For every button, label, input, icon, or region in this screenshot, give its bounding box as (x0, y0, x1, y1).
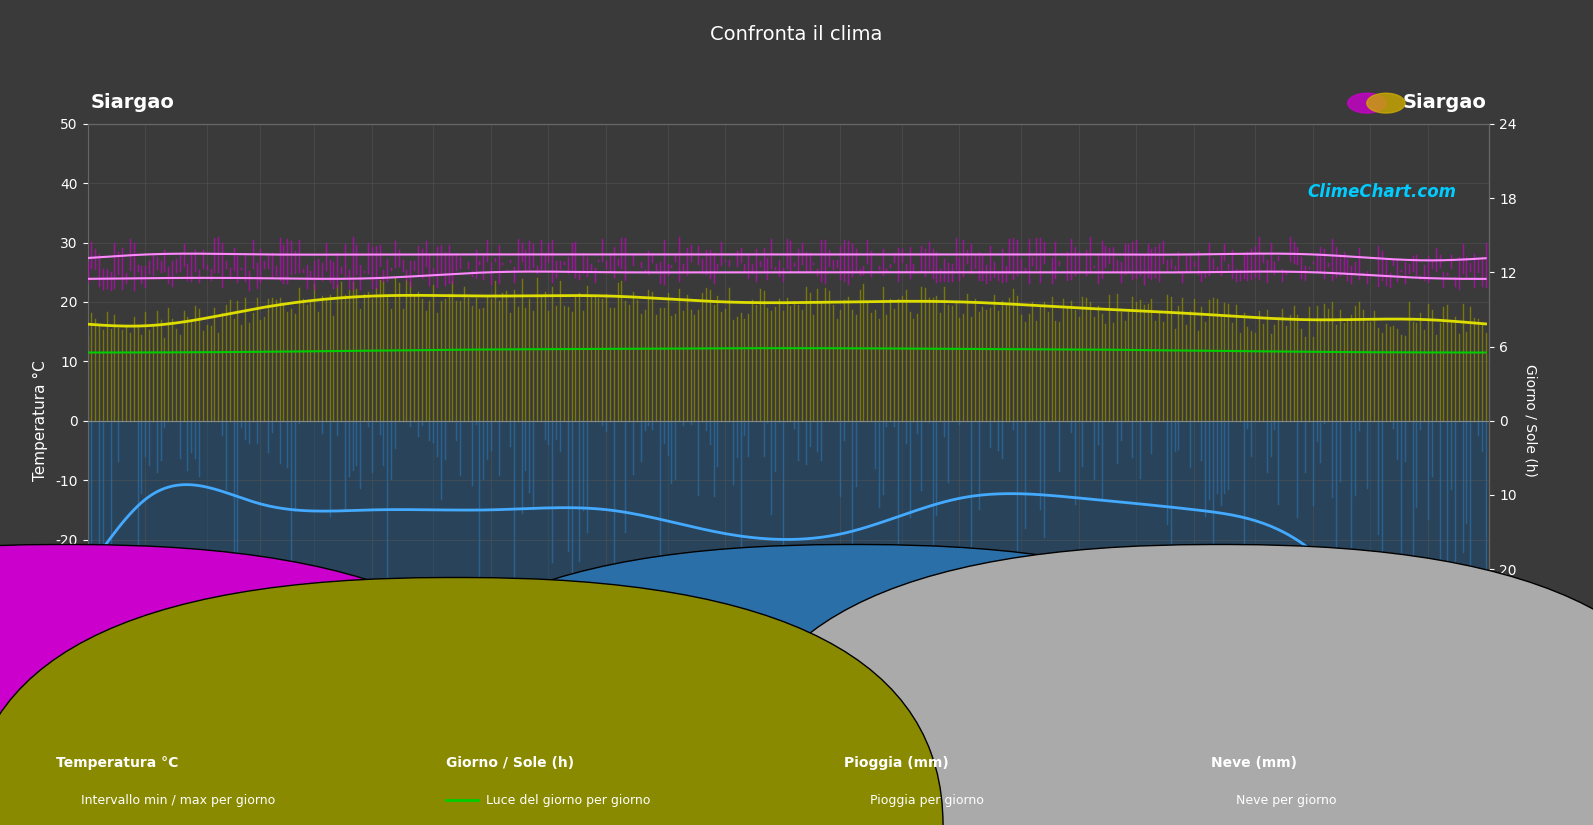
Text: Confronta il clima: Confronta il clima (710, 25, 883, 44)
Text: Intervallo min / max per giorno: Intervallo min / max per giorno (81, 794, 276, 807)
Text: Temperatura °C: Temperatura °C (56, 757, 178, 771)
Text: Neve (mm): Neve (mm) (1211, 757, 1297, 771)
Text: Luce del giorno per giorno: Luce del giorno per giorno (486, 794, 650, 807)
Text: Siargao: Siargao (1403, 93, 1486, 112)
Text: Siargao: Siargao (91, 93, 174, 112)
Text: © ClimeChart.com: © ClimeChart.com (1440, 807, 1545, 817)
Y-axis label: Temperatura °C: Temperatura °C (33, 361, 48, 481)
Text: Giorno / Sole (h): Giorno / Sole (h) (446, 757, 573, 771)
Y-axis label: Giorno / Sole (h): Giorno / Sole (h) (1525, 365, 1537, 477)
Text: Pioggia (mm): Pioggia (mm) (844, 757, 949, 771)
Text: ClimeChart.com: ClimeChart.com (1308, 183, 1456, 201)
Text: Neve per giorno: Neve per giorno (1236, 794, 1337, 807)
Text: ClimeChart.com: ClimeChart.com (129, 647, 279, 664)
Text: Pioggia per giorno: Pioggia per giorno (870, 794, 983, 807)
